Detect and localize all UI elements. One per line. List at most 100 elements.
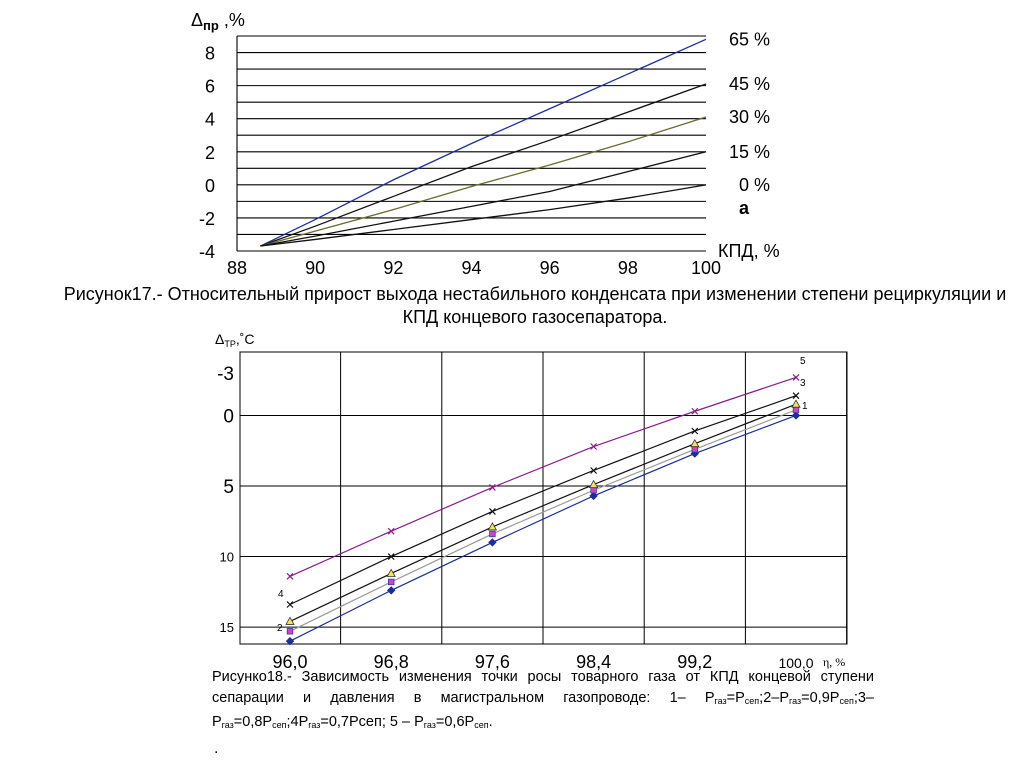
x-tick-label: 96,0 — [272, 652, 307, 672]
data-point-triangle — [791, 399, 801, 408]
data-point-triangle — [487, 522, 498, 531]
data-point-square — [590, 487, 597, 494]
y-tick-label: 0 — [223, 406, 234, 427]
x-tick-label: 96,8 — [374, 652, 409, 672]
series-line — [260, 151, 707, 247]
data-point-diamond — [488, 538, 497, 547]
series-label: 45 % — [729, 74, 770, 94]
data-point-triangle — [690, 438, 700, 448]
series-line — [289, 409, 797, 632]
y-tick-label: 6 — [205, 77, 215, 97]
data-point-x — [488, 507, 496, 515]
cap18-part-1: газ — [714, 696, 727, 706]
cap18-part-11: сеп — [272, 720, 287, 730]
cap18-part-6: =0,9P — [801, 690, 840, 706]
series-label: 0 % — [739, 175, 770, 195]
y-tick-label: 0 — [205, 176, 215, 196]
x-tick-label: 94 — [461, 258, 481, 278]
data-point-x — [691, 407, 699, 415]
data-point-x — [286, 572, 294, 580]
series-label: 1 — [802, 401, 808, 412]
cap18-part-16: =0,6P — [435, 714, 475, 730]
x-tick-label: 88 — [227, 258, 247, 278]
data-point-square — [691, 446, 698, 453]
series-label: 3 — [800, 378, 806, 389]
series-line — [260, 116, 707, 247]
cap18-part-7: сеп — [839, 696, 854, 706]
x-tick-label: 96 — [540, 258, 560, 278]
data-point-x — [792, 373, 800, 381]
x-tick-label: 100,0 — [778, 655, 813, 671]
data-point-diamond — [285, 636, 295, 646]
y-tick-label: 2 — [205, 143, 215, 163]
cap18-part-18: . — [488, 714, 493, 730]
y-tick-label: 5 — [223, 477, 234, 498]
series-label: 65 % — [729, 29, 770, 49]
data-point-triangle — [386, 568, 396, 577]
series-label: 30 % — [729, 107, 770, 127]
series-line — [260, 38, 707, 247]
x-tick-label: 97,6 — [475, 652, 510, 672]
cap18-part-4: ;2–P — [759, 690, 790, 706]
y-tick-label: -2 — [199, 209, 215, 229]
y-tick-label: -3 — [217, 364, 234, 385]
data-point-x — [691, 427, 699, 435]
trailing-dot: . — [214, 740, 219, 757]
panel-label: а — [739, 198, 750, 218]
data-point-diamond — [386, 586, 396, 595]
y-tick-label: 15 — [220, 620, 234, 635]
x-tick-label: 90 — [305, 258, 325, 278]
x-tick-label: 98,4 — [576, 652, 611, 672]
data-point-triangle — [285, 616, 295, 625]
series-line — [289, 403, 797, 622]
series-label: 5 — [800, 356, 806, 367]
x-axis-label: КПД, % — [718, 241, 780, 261]
data-point-x — [792, 392, 800, 400]
x-tick-label: 100 — [691, 258, 721, 278]
data-point-x — [387, 527, 395, 535]
series-label: 15 % — [729, 142, 770, 162]
data-point-square — [387, 578, 395, 586]
series-line — [289, 395, 797, 606]
data-point-x — [488, 483, 496, 491]
data-point-square — [286, 628, 294, 635]
cap18-part-0: Рисунко18.- Зависимость изменения точки … — [212, 669, 874, 706]
y-tick-label: -4 — [199, 242, 215, 262]
data-point-square — [792, 406, 800, 414]
cap18-part-8: ;3–P — [212, 690, 874, 730]
figure-17-caption: Рисунок17.- Относительный прирост выхода… — [63, 284, 1007, 327]
x-axis-label: η, % — [823, 655, 845, 669]
series-label: 4 — [278, 589, 284, 600]
data-point-x — [387, 553, 395, 560]
data-point-square — [489, 530, 496, 538]
cap18-part-13: газ — [308, 720, 321, 730]
y-tick-label: 10 — [220, 550, 234, 565]
cap18-part-14: =0,7Pсеп; 5 – P — [320, 714, 424, 730]
y-axis-label: Δпр ,% — [191, 10, 245, 33]
x-tick-label: 98 — [618, 258, 638, 278]
series-line — [289, 414, 797, 642]
series-line — [260, 83, 707, 247]
y-axis-label: ΔТР,˚С — [215, 331, 255, 349]
series-line — [289, 376, 797, 577]
cap18-part-9: газ — [221, 720, 234, 730]
x-tick-label: 99,2 — [677, 652, 712, 672]
y-tick-label: 8 — [205, 44, 215, 64]
y-tick-label: 4 — [205, 110, 215, 130]
x-tick-label: 92 — [383, 258, 403, 278]
data-point-diamond — [791, 411, 801, 420]
data-point-x — [590, 467, 598, 474]
cap18-part-12: ;4P — [286, 714, 309, 730]
cap18-part-15: газ — [423, 720, 436, 730]
cap18-part-3: сеп — [744, 696, 760, 706]
cap18-part-10: =0,8P — [233, 714, 273, 730]
data-point-x — [590, 443, 598, 450]
figure-18-caption: Рисунко18.- Зависимость изменения точки … — [212, 667, 874, 736]
cap18-part-17: сеп — [474, 720, 489, 730]
series-label: 2 — [277, 623, 283, 634]
data-point-triangle — [588, 479, 599, 488]
cap18-part-5: газ — [789, 696, 802, 706]
data-point-diamond — [589, 491, 598, 501]
